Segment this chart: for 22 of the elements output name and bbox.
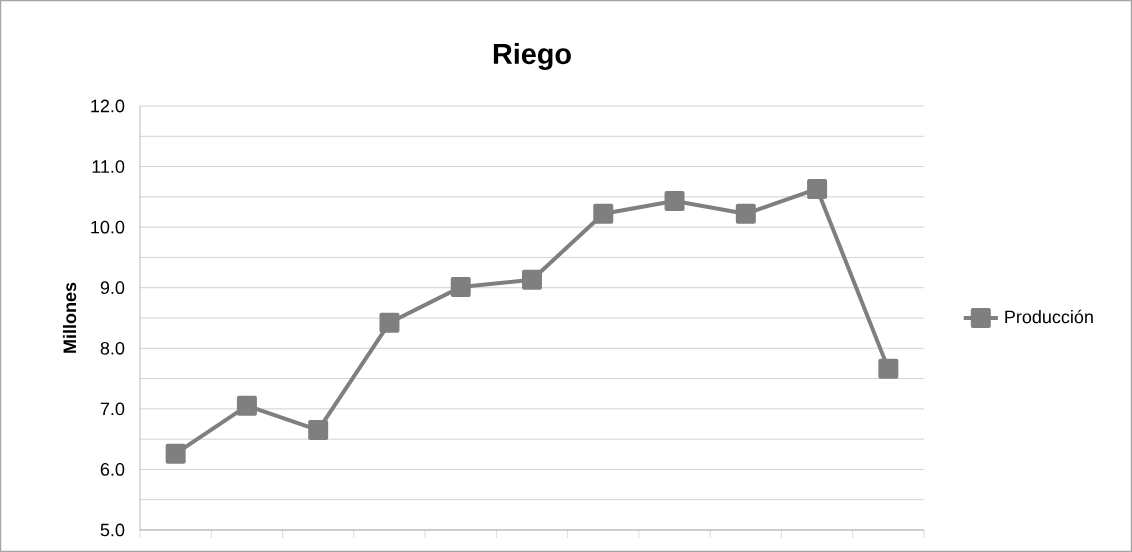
point [308, 420, 329, 441]
y-tick-label: 6.0 [100, 463, 125, 476]
y-tick-label: 10.0 [91, 220, 125, 234]
y-tick-label: 7.0 [100, 402, 125, 416]
legend-label: Producción [1005, 309, 1093, 324]
point [450, 277, 471, 298]
y-tick-label: 12.0 [91, 99, 125, 113]
point [593, 203, 614, 224]
point [807, 178, 828, 199]
point [522, 269, 542, 290]
point [664, 191, 685, 212]
y-tick-label: 8.0 [100, 341, 125, 355]
point [165, 443, 186, 464]
y-tick-label: 5.0 [100, 523, 125, 537]
chart-title: Riego [493, 43, 571, 70]
point [878, 358, 899, 379]
y-axis-title: Millones [62, 282, 77, 353]
point [735, 203, 756, 224]
point [236, 395, 257, 416]
point [379, 312, 400, 333]
y-tick-label: 11.0 [92, 160, 125, 173]
y-tick-label: 9.0 [100, 281, 125, 295]
